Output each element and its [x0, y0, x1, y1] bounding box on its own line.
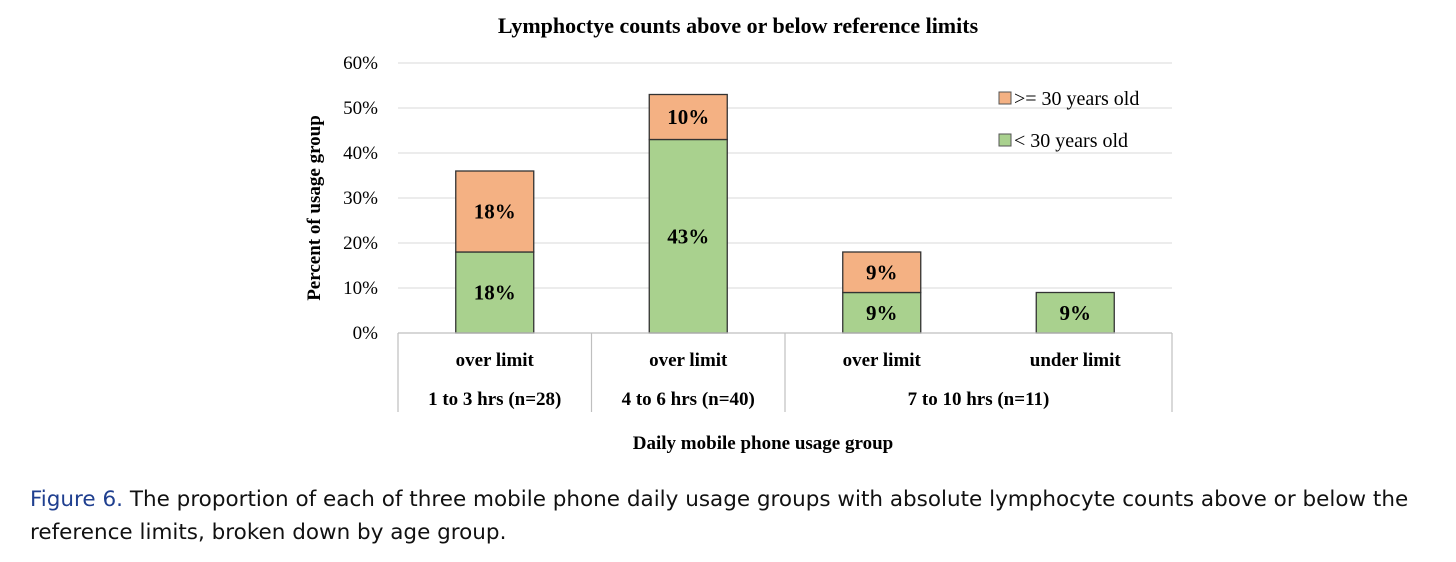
x-tick-label: over limit — [843, 350, 922, 371]
x-group-label: 1 to 3 hrs (n=28) — [428, 389, 561, 410]
y-tick-label: 40% — [343, 143, 378, 164]
legend: >= 30 years old < 30 years old — [998, 88, 1139, 152]
data-label: 9% — [866, 260, 898, 284]
caption-text: The proportion of each of three mobile p… — [30, 487, 1409, 545]
x-tick-label: over limit — [649, 350, 728, 371]
chart-title: Lymphoctye counts above or below referen… — [498, 13, 979, 38]
x-group-label: 4 to 6 hrs (n=40) — [622, 389, 755, 410]
y-tick-label: 60% — [343, 53, 378, 74]
x-axis-label: Daily mobile phone usage group — [633, 433, 893, 454]
y-axis: 0% 10% 20% 30% 40% 50% 60% — [343, 53, 378, 344]
x-tick-label: over limit — [456, 350, 535, 371]
bar-segment — [648, 93, 728, 141]
bar-segment — [648, 138, 728, 334]
bar-segment — [1035, 291, 1115, 334]
x-group-label: 7 to 10 hrs (n=11) — [908, 389, 1050, 410]
y-axis-label: Percent of usage group — [304, 115, 325, 301]
y-tick-label: 0% — [353, 323, 379, 344]
data-label: 10% — [667, 105, 709, 129]
y-tick-label: 30% — [343, 188, 378, 209]
data-label: 18% — [474, 200, 516, 224]
data-label: 9% — [1060, 301, 1092, 325]
legend-label: < 30 years old — [1014, 130, 1128, 152]
x-axis: over limit over limit over limit under limi… — [397, 332, 1173, 412]
bar-segment — [455, 170, 535, 253]
bar-segment — [842, 291, 922, 334]
legend-swatch — [998, 91, 1012, 105]
data-label: 18% — [474, 281, 516, 305]
legend-swatch — [998, 133, 1012, 147]
figure-caption: Figure 6. The proportion of each of thre… — [30, 483, 1450, 549]
plot-area: 18% 18% 43% 10% 9% 9% 9% — [398, 62, 1172, 334]
legend-label: >= 30 years old — [1014, 88, 1139, 110]
data-label: 9% — [866, 301, 898, 325]
x-tick-label: under limit — [1030, 350, 1122, 371]
data-label: 43% — [667, 224, 709, 248]
y-tick-label: 20% — [343, 233, 378, 254]
y-tick-label: 50% — [343, 98, 378, 119]
chart: Lymphoctye counts above or below referen… — [304, 13, 1173, 454]
bar-segment — [842, 251, 922, 294]
figure-label: Figure 6. — [30, 487, 123, 512]
y-tick-label: 10% — [343, 278, 378, 299]
